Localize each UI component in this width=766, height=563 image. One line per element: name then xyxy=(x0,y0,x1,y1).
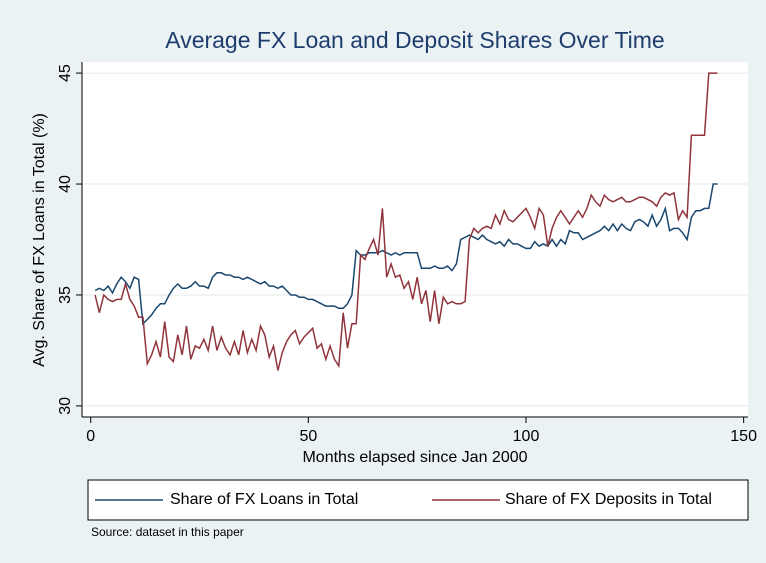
x-axis-label: Months elapsed since Jan 2000 xyxy=(302,449,527,466)
y-tick-label: 35 xyxy=(57,286,74,304)
x-tick-label: 0 xyxy=(86,428,95,445)
x-tick-label: 100 xyxy=(513,428,540,445)
series-line xyxy=(94,72,718,371)
y-tick-label: 40 xyxy=(57,175,74,193)
plot-area xyxy=(82,62,748,417)
legend xyxy=(87,479,749,521)
y-tick-label: 30 xyxy=(57,397,74,415)
x-tick-label: 150 xyxy=(730,428,757,445)
x-tick-label: 50 xyxy=(299,428,317,445)
source-note: Source: dataset in this paper xyxy=(91,525,244,539)
chart-title: Average FX Loan and Deposit Shares Over … xyxy=(165,27,664,53)
series-line xyxy=(94,183,718,326)
y-axis-label: Avg. Share of FX Loans in Total (%) xyxy=(31,113,48,367)
legend-label: Share of FX Loans in Total xyxy=(170,491,358,508)
y-tick-label: 45 xyxy=(57,64,74,82)
legend-label: Share of FX Deposits in Total xyxy=(505,491,712,508)
